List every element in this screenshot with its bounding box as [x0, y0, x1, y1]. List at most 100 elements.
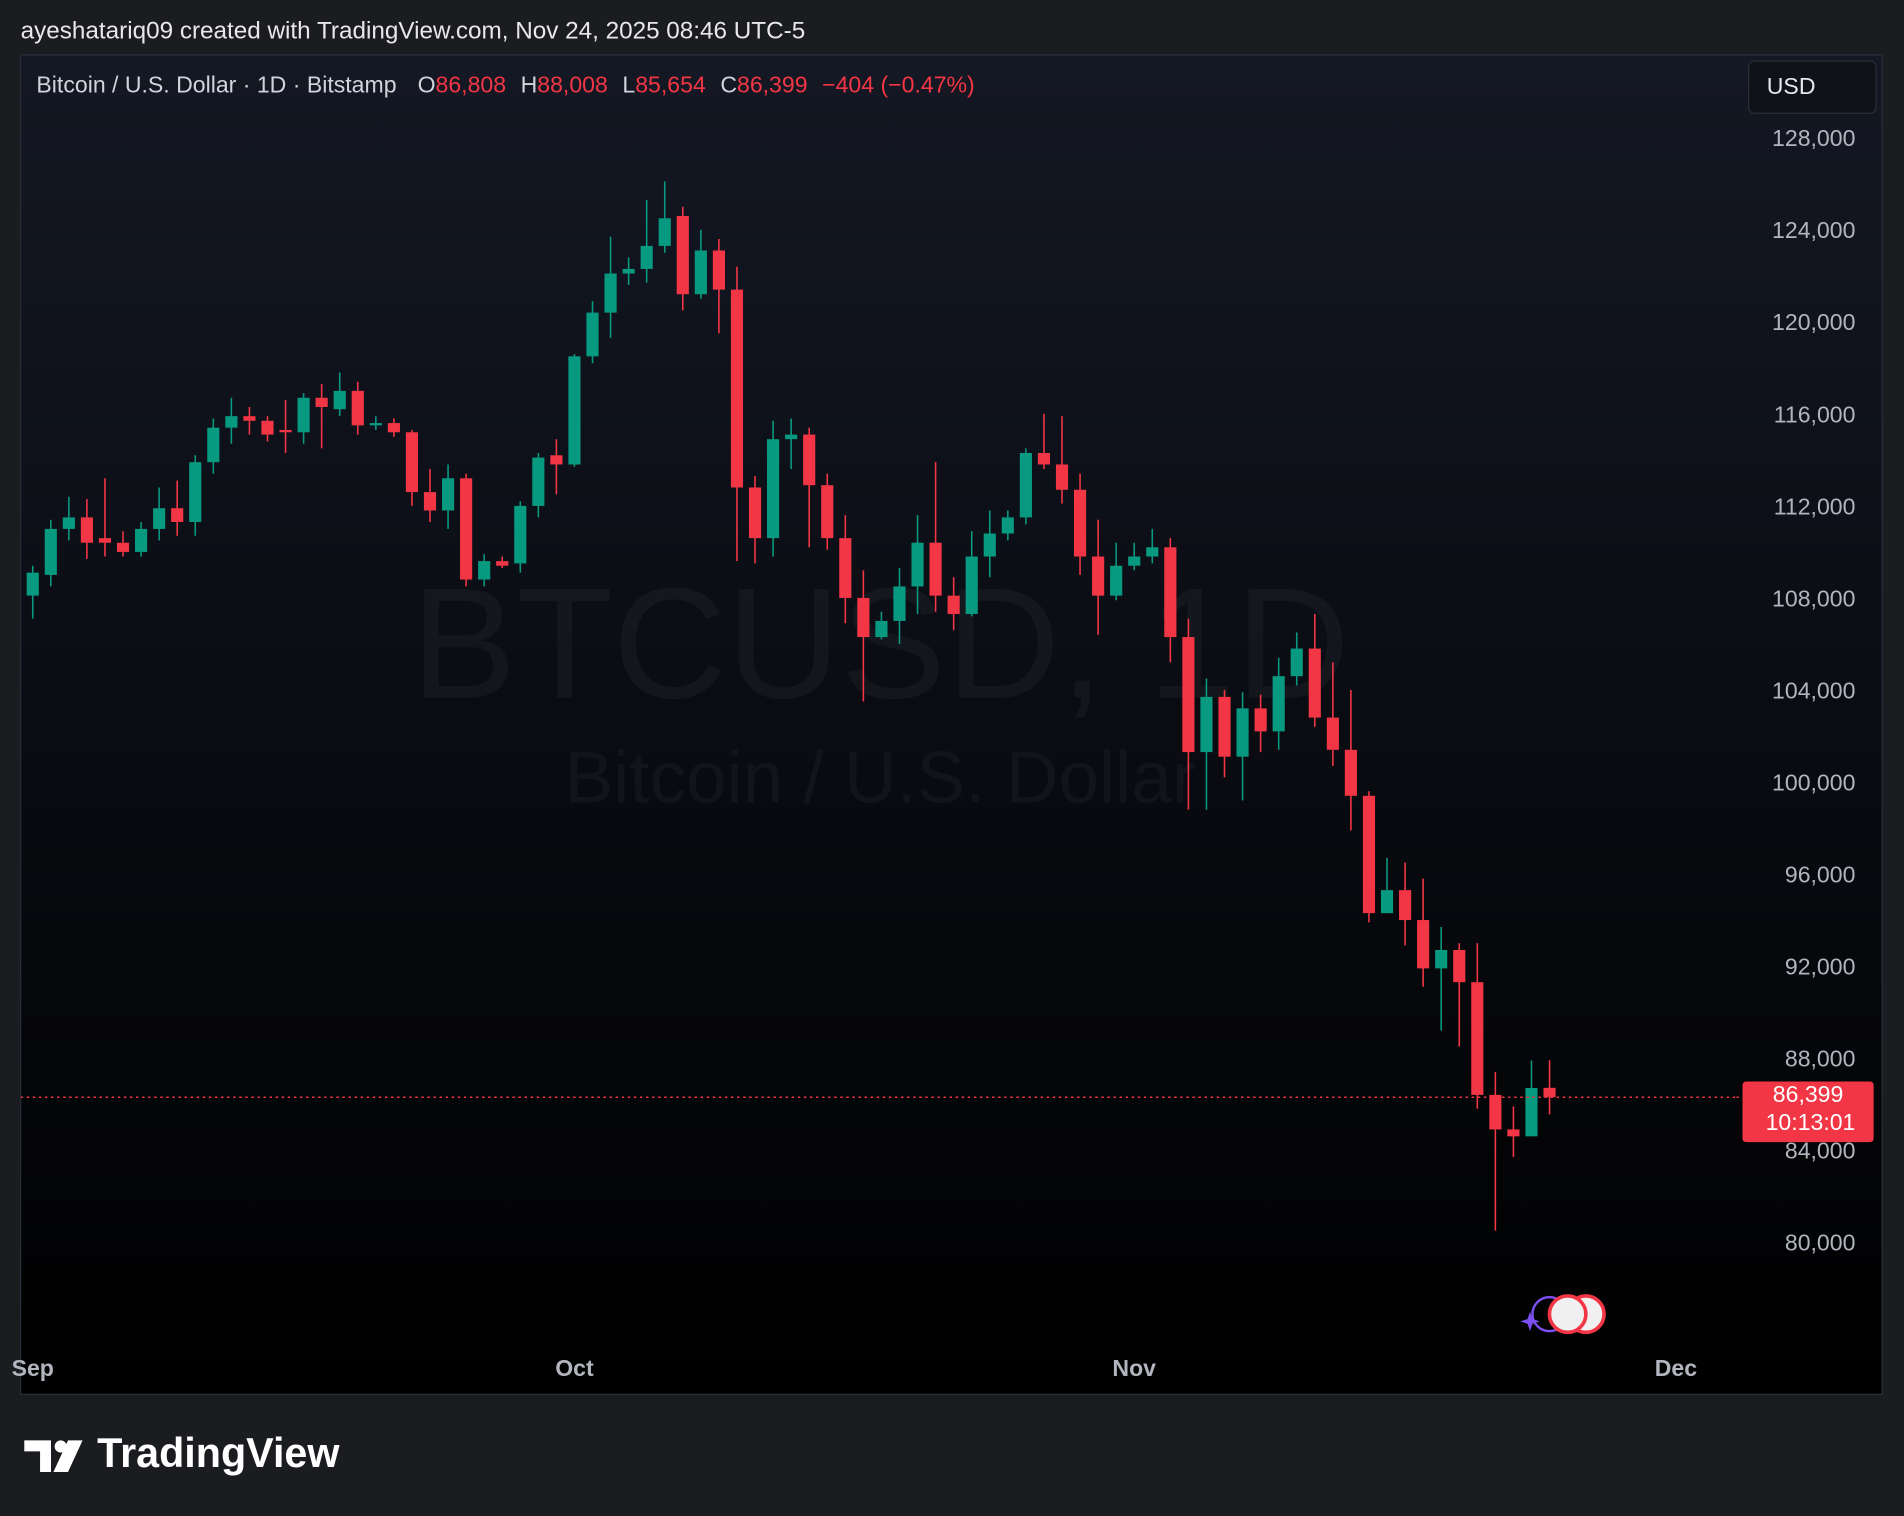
y-tick-label: 120,000	[1772, 309, 1855, 335]
candle-body	[441, 478, 455, 511]
countdown-label: 10:13:01	[1766, 1109, 1856, 1135]
y-tick-label: 80,000	[1785, 1230, 1856, 1256]
candle-body	[803, 434, 816, 486]
candle-body	[1525, 1088, 1538, 1137]
candle-body	[80, 517, 93, 543]
candle-body	[496, 561, 509, 566]
brand: TradingView	[97, 1430, 340, 1476]
candle-body	[1001, 517, 1014, 534]
currency-button[interactable]	[1747, 60, 1877, 114]
event-icon[interactable]	[1547, 1294, 1588, 1335]
x-tick-label: Oct	[555, 1355, 594, 1381]
candle-body	[387, 423, 400, 433]
candle-body	[676, 215, 689, 295]
candle-body	[135, 528, 148, 552]
logo-mark	[24, 1440, 83, 1472]
y-tick-label: 112,000	[1774, 493, 1856, 519]
candle-body	[1308, 648, 1321, 718]
candle-body	[1037, 452, 1051, 465]
x-tick-label: Dec	[1655, 1355, 1697, 1381]
y-tick-label: 96,000	[1785, 861, 1856, 887]
candle-body	[767, 439, 780, 539]
candle-body	[225, 416, 238, 428]
candle-body	[857, 597, 870, 638]
x-tick-label: Sep	[12, 1355, 54, 1381]
candle-body	[423, 492, 437, 511]
candle-body	[1092, 556, 1105, 596]
candle-body	[243, 416, 256, 421]
legend-key: O	[418, 72, 436, 98]
y-tick-label: 116,000	[1774, 401, 1856, 427]
candle-body	[983, 533, 996, 557]
candle-body	[153, 508, 166, 529]
candle-body	[785, 434, 798, 440]
candle-body	[1435, 949, 1448, 969]
candle-body	[1272, 676, 1285, 732]
legend-value: 86,808	[436, 72, 507, 98]
candle-body	[1326, 717, 1339, 750]
candle-body	[1380, 890, 1394, 914]
currency-label: USD	[1767, 73, 1816, 99]
chart-panel	[20, 54, 1883, 1395]
candle-body	[279, 429, 292, 433]
legend-key: H	[521, 72, 538, 98]
legend-value: 85,654	[635, 72, 706, 98]
candle-body	[1543, 1087, 1556, 1098]
candle-body	[333, 390, 346, 410]
candle-body	[694, 250, 707, 295]
legend-value: 88,008	[537, 72, 608, 98]
candle-body	[532, 457, 545, 506]
last-price-label: 86,399	[1773, 1081, 1844, 1107]
candle-body	[640, 245, 653, 269]
candle-body	[748, 487, 762, 539]
candle-body	[26, 572, 39, 596]
legend-key: L	[622, 72, 635, 98]
candle-body	[189, 462, 202, 523]
candle-body	[98, 538, 112, 543]
y-tick-label: 100,000	[1772, 769, 1855, 795]
candle-body	[514, 505, 527, 564]
candle-body	[1453, 949, 1466, 983]
candle-body	[730, 289, 744, 488]
candle-body	[1164, 547, 1177, 638]
candle-body	[1344, 749, 1357, 796]
legend-key: C	[720, 72, 737, 98]
candle-body	[893, 586, 906, 621]
candle-body	[875, 620, 888, 638]
candle-body	[1236, 708, 1249, 757]
candle-body	[1254, 708, 1267, 732]
candle-body	[478, 561, 491, 580]
y-tick-label: 92,000	[1785, 953, 1856, 979]
candle-body	[405, 432, 419, 493]
logo	[24, 1440, 83, 1472]
candle-body	[586, 312, 599, 357]
candle-body	[821, 485, 834, 539]
event-icon	[1520, 1311, 1540, 1332]
candle-body	[1507, 1129, 1520, 1137]
candle-body	[1399, 890, 1412, 921]
candle-body	[947, 595, 960, 615]
legend-change: −404 (−0.47%)	[822, 72, 975, 98]
candle-body	[1128, 556, 1141, 566]
candle-body	[550, 455, 563, 465]
candle-body	[1290, 648, 1303, 677]
candle-body	[965, 556, 978, 615]
symbol-legend: Bitcoin / U.S. Dollar · 1D · Bitstamp O8…	[36, 72, 974, 98]
candle-body	[1019, 452, 1032, 518]
y-tick-label: 124,000	[1772, 217, 1855, 243]
candle-body	[297, 397, 310, 433]
candle-body	[1055, 464, 1069, 490]
candle-body	[568, 356, 581, 465]
y-tick-label: 104,000	[1772, 677, 1855, 703]
candle-body	[839, 538, 852, 598]
axes: 80,00084,00088,00092,00096,000100,000104…	[12, 125, 1874, 1381]
watermark-description: Bitcoin / U.S. Dollar	[565, 738, 1197, 819]
logo-dot	[54, 1440, 67, 1453]
candle-body	[1200, 696, 1213, 753]
candle-body	[929, 542, 942, 596]
symbol-title: Bitcoin / U.S. Dollar · 1D · Bitstamp	[36, 72, 396, 98]
candle-body	[604, 273, 617, 313]
candle-body	[658, 218, 671, 246]
